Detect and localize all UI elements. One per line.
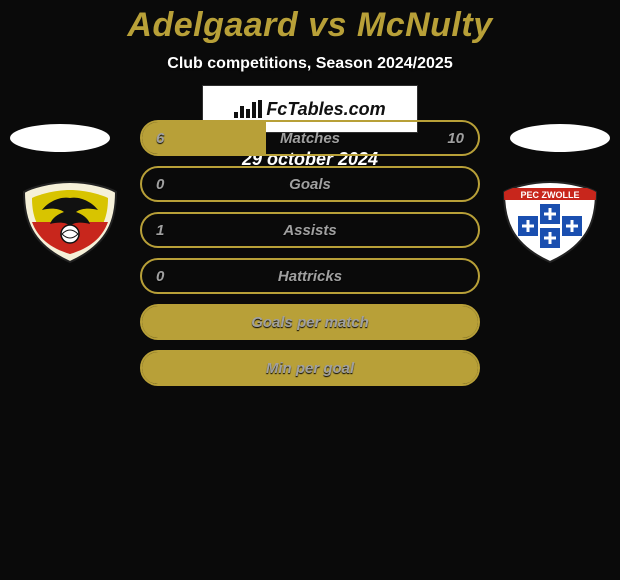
stat-row: Min per goal	[140, 350, 480, 386]
stat-label: Goals	[142, 176, 478, 193]
club-badge-left	[20, 178, 120, 264]
bar-chart-icon	[234, 100, 262, 118]
stat-fill	[142, 352, 478, 384]
player-right-ellipse	[510, 124, 610, 152]
stat-left-value: 1	[156, 222, 164, 239]
stat-fill	[142, 306, 478, 338]
stat-row: 0Goals	[140, 166, 480, 202]
player-left-ellipse	[10, 124, 110, 152]
stat-row: 6Matches10	[140, 120, 480, 156]
stat-row: 0Hattricks	[140, 258, 480, 294]
go-ahead-eagles-icon	[20, 178, 120, 264]
page-title: Adelgaard vs McNulty	[0, 0, 620, 45]
stat-left-value: 0	[156, 268, 164, 285]
stat-label: Assists	[142, 222, 478, 239]
stat-left-value: 0	[156, 176, 164, 193]
stat-row: 1Assists	[140, 212, 480, 248]
subtitle: Club competitions, Season 2024/2025	[0, 55, 620, 73]
svg-text:PEC ZWOLLE: PEC ZWOLLE	[521, 190, 580, 200]
stat-label: Hattricks	[142, 268, 478, 285]
stats-column: 6Matches100Goals1Assists0HattricksGoals …	[140, 120, 480, 396]
stat-right-value: 10	[447, 130, 464, 147]
fctables-label: FcTables.com	[266, 99, 385, 120]
stat-row: Goals per match	[140, 304, 480, 340]
pec-zwolle-icon: PEC ZWOLLE	[500, 178, 600, 264]
club-badge-right: PEC ZWOLLE	[500, 178, 600, 264]
stat-left-value: 6	[156, 130, 164, 147]
